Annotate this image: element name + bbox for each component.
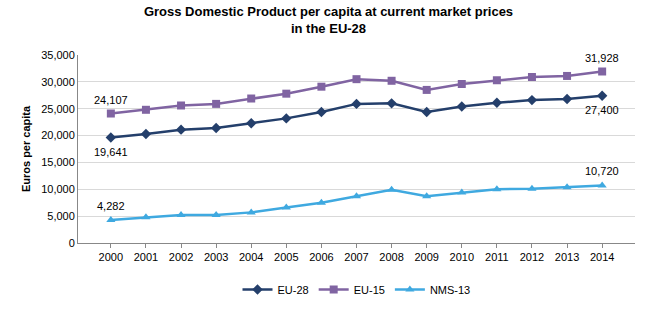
svg-text:31,928: 31,928 <box>585 52 619 64</box>
svg-text:30,000: 30,000 <box>41 76 75 88</box>
svg-text:Gross Domestic Product per cap: Gross Domestic Product per capita at cur… <box>144 4 513 36</box>
svg-text:10,000: 10,000 <box>41 183 75 195</box>
svg-text:2008: 2008 <box>379 251 403 263</box>
svg-text:NMS-13: NMS-13 <box>430 284 470 296</box>
svg-text:2011: 2011 <box>485 251 509 263</box>
svg-text:2006: 2006 <box>309 251 333 263</box>
svg-text:2013: 2013 <box>555 251 579 263</box>
svg-text:Euros per capita: Euros per capita <box>20 105 32 192</box>
svg-text:EU-15: EU-15 <box>354 284 385 296</box>
svg-text:5,000: 5,000 <box>47 210 75 222</box>
svg-text:2001: 2001 <box>134 251 158 263</box>
svg-text:10,720: 10,720 <box>585 165 619 177</box>
svg-text:2014: 2014 <box>590 251 614 263</box>
svg-text:2012: 2012 <box>520 251 544 263</box>
svg-text:2004: 2004 <box>239 251 263 263</box>
svg-text:2007: 2007 <box>344 251 368 263</box>
svg-text:35,000: 35,000 <box>41 49 75 61</box>
svg-text:EU-28: EU-28 <box>278 284 309 296</box>
svg-text:24,107: 24,107 <box>94 94 128 106</box>
svg-text:2009: 2009 <box>414 251 438 263</box>
svg-text:2010: 2010 <box>450 251 474 263</box>
svg-text:2005: 2005 <box>274 251 298 263</box>
svg-text:25,000: 25,000 <box>41 103 75 115</box>
svg-text:4,282: 4,282 <box>97 200 125 212</box>
svg-text:20,000: 20,000 <box>41 129 75 141</box>
svg-text:2002: 2002 <box>169 251 193 263</box>
svg-text:19,641: 19,641 <box>94 146 128 158</box>
svg-text:27,400: 27,400 <box>585 104 619 116</box>
svg-text:2000: 2000 <box>99 251 123 263</box>
svg-text:0: 0 <box>69 237 75 249</box>
svg-text:15,000: 15,000 <box>41 156 75 168</box>
svg-text:2003: 2003 <box>204 251 228 263</box>
